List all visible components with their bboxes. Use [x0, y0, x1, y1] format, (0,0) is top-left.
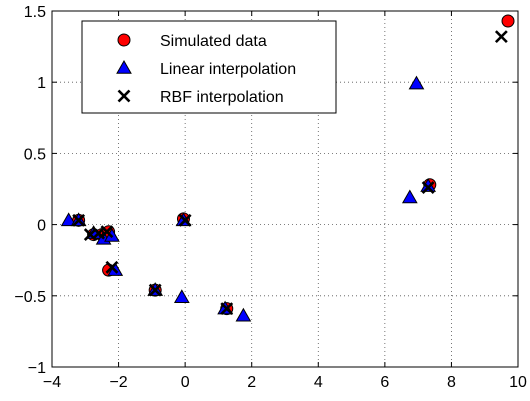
y-tick-label: 0.5 [24, 146, 46, 163]
legend-marker [116, 59, 132, 74]
legend-label: Simulated data [160, 33, 267, 50]
data-point-x [105, 260, 119, 274]
plot-area-frame [51, 10, 519, 368]
x-tick-label: 0 [181, 374, 190, 391]
legend-marker [117, 89, 131, 103]
data-point-triangle [173, 289, 190, 303]
data-markers [60, 14, 515, 322]
data-point-circle [501, 14, 515, 28]
y-tick-labels: −1 −0.5 0 0.5 1 1.5 [14, 4, 46, 377]
data-point-x [220, 302, 234, 316]
data-point-triangle [408, 75, 425, 90]
y-tick-label: −0.5 [14, 289, 46, 306]
x-tick-label: 10 [509, 374, 527, 391]
axis-ticks [51, 10, 519, 368]
y-tick-label: 1 [37, 75, 46, 92]
y-tick-label: 1.5 [24, 4, 46, 21]
data-point-x [148, 283, 162, 297]
x-tick-label: −2 [109, 374, 127, 391]
data-point-x [72, 213, 86, 227]
data-point-x [494, 30, 508, 44]
x-tick-labels: −4 −2 0 2 4 6 8 10 [43, 374, 527, 391]
legend-label: Linear interpolation [160, 61, 296, 78]
x-tick-label: −4 [43, 374, 61, 391]
x-tick-label: 2 [247, 374, 256, 391]
data-point-x [421, 181, 435, 194]
x-tick-label: 4 [314, 374, 323, 391]
data-point-triangle [60, 212, 77, 227]
data-point-x [178, 213, 192, 227]
x-tick-label: 6 [380, 374, 389, 391]
legend: Simulated data Linear interpolation RBF in… [81, 20, 337, 114]
x-tick-label: 8 [447, 374, 456, 391]
series-x [72, 30, 508, 316]
data-point-triangle [401, 189, 418, 204]
y-tick-label: −1 [28, 360, 46, 377]
data-point-triangle [235, 307, 252, 322]
legend-label: RBF interpolation [160, 89, 284, 106]
y-tick-label: 0 [37, 218, 46, 235]
legend-marker [117, 33, 131, 47]
data-point-x [100, 225, 114, 239]
